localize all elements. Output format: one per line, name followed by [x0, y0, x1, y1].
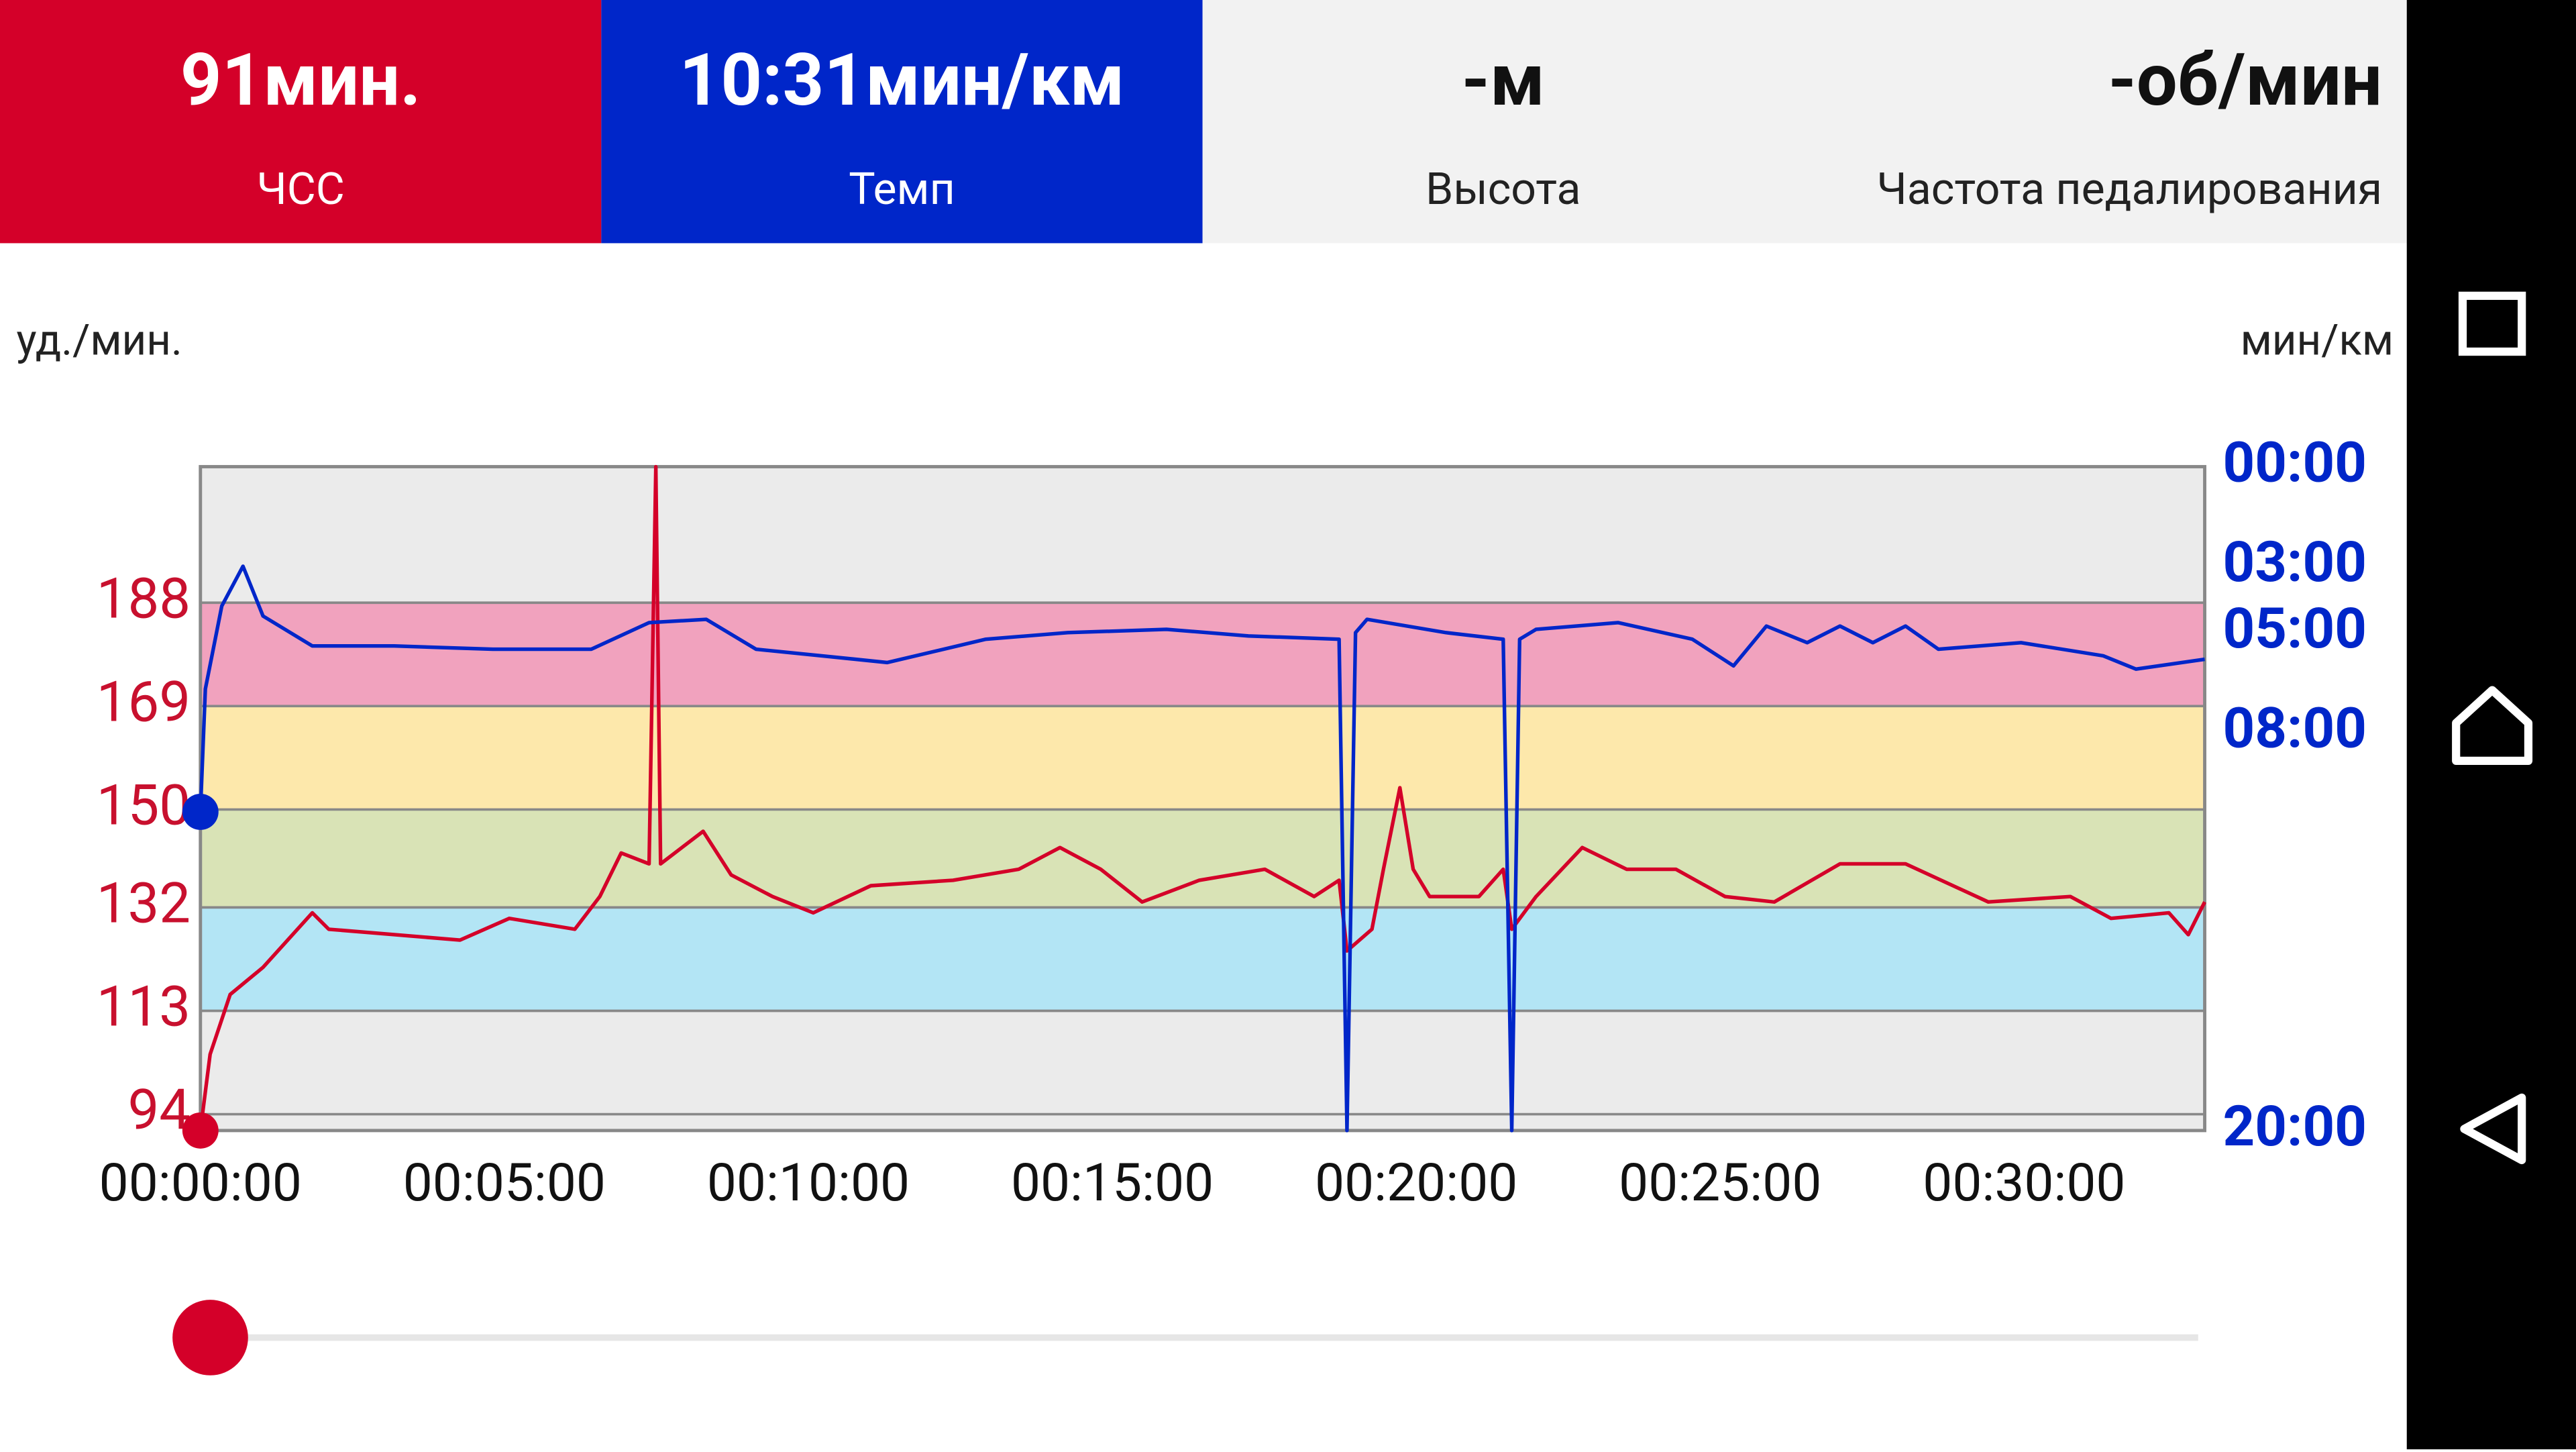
- tile-label: Частота педалирования: [1877, 164, 2382, 215]
- y-tick-label: 113: [97, 974, 191, 1039]
- y-tick-label: 150: [97, 773, 191, 838]
- hr-zone: [200, 603, 2205, 707]
- y2-tick-label: 08:00: [2222, 696, 2367, 761]
- nav-bar: [2406, 0, 2576, 1449]
- x-tick-label: 00:15:00: [1011, 1152, 1214, 1214]
- y-tick-label: 94: [128, 1078, 191, 1143]
- hr-zone: [200, 907, 2205, 1011]
- y2-tick-label: 00:00: [2222, 431, 2367, 496]
- tile-bg: [601, 0, 1203, 244]
- recents-button[interactable]: [2458, 291, 2526, 356]
- home-button[interactable]: [2452, 686, 2533, 765]
- x-tick-label: 00:00:00: [99, 1152, 302, 1214]
- x-tick-label: 00:30:00: [1923, 1152, 2125, 1214]
- cursor-dot: [182, 794, 219, 830]
- hr-zone: [200, 809, 2205, 908]
- series-line: [199, 464, 2206, 1131]
- tile-value: -об/мин: [2108, 38, 2382, 123]
- y2-axis-unit: мин/км: [2241, 315, 2394, 366]
- tile-value: 91мин.: [180, 38, 421, 123]
- tile-bg: [1202, 0, 1804, 244]
- y-tick-label: 188: [97, 566, 191, 631]
- slider-thumb[interactable]: [172, 1300, 248, 1376]
- back-button[interactable]: [2460, 1093, 2526, 1165]
- tile-bg: [1803, 0, 2407, 244]
- y2-tick-label: 03:00: [2222, 530, 2367, 595]
- x-tick-label: 00:25:00: [1619, 1152, 1821, 1214]
- y-axis-unit: уд./мин.: [16, 315, 182, 366]
- tile-label: Высота: [1426, 164, 1580, 215]
- y2-tick-label: 05:00: [2222, 597, 2367, 662]
- y-tick-label: 132: [97, 871, 191, 936]
- cursor-dot: [182, 1112, 219, 1149]
- x-tick-label: 00:10:00: [707, 1152, 910, 1214]
- x-tick-label: 00:20:00: [1315, 1152, 1517, 1214]
- tile-bg: [0, 0, 602, 244]
- tile-label: Темп: [849, 164, 955, 215]
- series-line: [199, 564, 2205, 1133]
- x-tick-label: 00:05:00: [403, 1152, 606, 1214]
- tile-value: 10:31мин/км: [680, 38, 1125, 123]
- y-tick-label: 169: [97, 670, 191, 735]
- header: 91мин. ЧСС 10:31мин/км Темп -м Высота -об/мин Ч…: [0, 0, 2407, 244]
- y2-tick-label: 20:00: [2222, 1094, 2367, 1159]
- hr-zone: [200, 706, 2205, 810]
- tile-label: ЧСС: [256, 164, 344, 215]
- tile-value: -м: [1462, 38, 1545, 123]
